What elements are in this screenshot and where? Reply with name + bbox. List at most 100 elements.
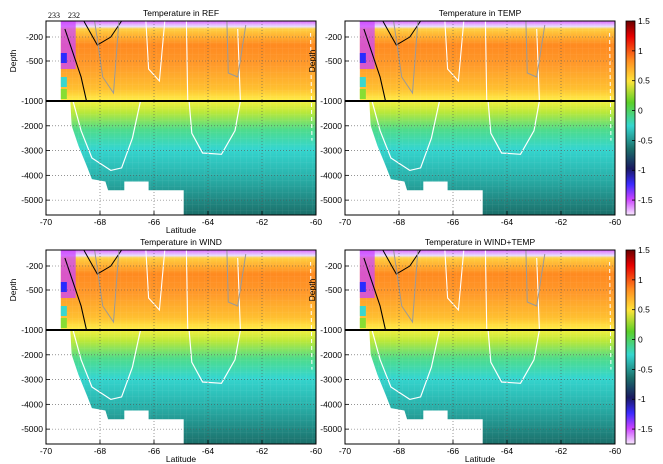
y-tick-label: -1000 (320, 96, 342, 106)
shelf-cell (60, 53, 67, 63)
density-contour (94, 249, 120, 324)
isotherm-contour (609, 261, 612, 370)
x-tick-label: -70 (339, 446, 352, 456)
shelf-cell (60, 77, 67, 87)
y-tick-label: -3000 (320, 146, 342, 156)
y-tick-label: -1000 (21, 96, 43, 106)
chart-panel-1: -200 -500 -1000 -2000 -3000 -4000 -5000 -70 -68 -… (8, 8, 322, 235)
y-tick-label: -5000 (21, 195, 43, 205)
colorbar (625, 249, 636, 445)
x-tick-label: -60 (310, 446, 323, 456)
density-contour (226, 20, 247, 78)
chart-panel-2: -200 -500 -1000 -2000 -3000 -4000 -5000 -70 -68 -… (307, 8, 653, 227)
shelf-cell (60, 282, 67, 292)
colorbar-tick-label: -1.5 (638, 424, 653, 434)
x-tick-label: -64 (202, 446, 215, 456)
y-axis-label: Depth (8, 49, 18, 72)
x-tick-label: -70 (339, 217, 352, 227)
colorbar-tick-label: 0 (638, 335, 643, 345)
colorbar-tick-label: -0.5 (638, 364, 653, 374)
x-tick-label: -64 (501, 217, 514, 227)
y-tick-label: -500 (325, 285, 342, 295)
density-contour (64, 28, 88, 102)
x-tick-label: -66 (148, 217, 161, 227)
x-tick-label: -62 (555, 217, 568, 227)
x-axis-label: Latitude (465, 454, 496, 464)
x-tick-label: -66 (447, 446, 460, 456)
density-contour (393, 249, 419, 324)
lower-grid-mesh (369, 101, 615, 215)
colorbar-tick-label: 1 (638, 46, 643, 56)
density-contour (94, 20, 120, 95)
isotherm-contour (536, 28, 540, 102)
shelf-cell (359, 318, 366, 328)
contour-label: 232 (68, 11, 80, 20)
chart-title: Temperature in REF (143, 8, 219, 18)
colorbar (625, 20, 636, 216)
colorbar-tick-label: 0.5 (638, 76, 650, 86)
y-tick-label: -200 (26, 32, 43, 42)
shelf-cell (359, 282, 366, 292)
x-tick-label: -66 (148, 446, 161, 456)
y-tick-label: -2000 (21, 121, 43, 131)
chart-panel-4: -200 -500 -1000 -2000 -3000 -4000 -5000 -70 -68 -… (307, 237, 653, 464)
isotherm-contour (609, 32, 612, 141)
y-tick-label: -5000 (320, 195, 342, 205)
contour-label: 233 (48, 11, 60, 20)
isotherm-contour (371, 100, 441, 172)
x-tick-label: -70 (40, 217, 53, 227)
density-contour (83, 249, 123, 275)
isotherm-contour (371, 329, 441, 401)
x-tick-label: -62 (256, 446, 269, 456)
isotherm-contour (237, 257, 241, 331)
y-tick-label: -4000 (320, 170, 342, 180)
y-tick-label: -200 (325, 32, 342, 42)
x-tick-label: -70 (40, 446, 53, 456)
isotherm-contour (536, 257, 540, 331)
y-tick-label: -3000 (320, 375, 342, 385)
density-contour (64, 257, 88, 331)
colorbar-tick-label: 0.5 (638, 305, 650, 315)
x-tick-label: -60 (310, 217, 323, 227)
colorbar-tick-label: -1 (638, 394, 646, 404)
x-tick-label: -64 (202, 217, 215, 227)
y-tick-label: -4000 (21, 170, 43, 180)
x-tick-label: -60 (609, 446, 622, 456)
x-tick-label: -64 (501, 446, 514, 456)
density-contour (525, 20, 546, 78)
x-tick-label: -68 (94, 446, 107, 456)
colorbar-tick-label: 0 (638, 106, 643, 116)
colorbar-tick-label: -1.5 (638, 195, 653, 205)
density-contour (382, 249, 422, 275)
shelf-cell (359, 89, 366, 99)
colorbar-tick-label: -0.5 (638, 135, 653, 145)
isotherm-contour (310, 32, 313, 141)
lower-grid-mesh (70, 330, 316, 444)
x-tick-label: -60 (609, 217, 622, 227)
shelf-cell (60, 89, 67, 99)
shelf-cell (359, 53, 366, 63)
y-tick-label: -4000 (21, 399, 43, 409)
isotherm-contour (237, 28, 241, 102)
y-tick-label: -3000 (21, 375, 43, 385)
shelf-cell (60, 318, 67, 328)
y-tick-label: -200 (325, 261, 342, 271)
x-axis-label: Latitude (166, 454, 197, 464)
y-tick-label: -2000 (21, 350, 43, 360)
y-tick-label: -4000 (320, 399, 342, 409)
density-contour (226, 249, 247, 307)
colorbar-tick-label: -1 (638, 165, 646, 175)
shelf-cell (359, 77, 366, 87)
colorbar-tick-label: 1.5 (638, 245, 650, 255)
colorbar-tick-label: 1.5 (638, 16, 650, 26)
density-contour (393, 20, 419, 95)
x-tick-label: -62 (555, 446, 568, 456)
x-tick-label: -62 (256, 217, 269, 227)
y-tick-label: -1000 (320, 325, 342, 335)
y-axis-label: Depth (307, 278, 317, 301)
chart-title: Temperature in WIND (140, 237, 222, 247)
y-tick-label: -3000 (21, 146, 43, 156)
y-tick-label: -200 (26, 261, 43, 271)
shelf-cell (60, 306, 67, 316)
